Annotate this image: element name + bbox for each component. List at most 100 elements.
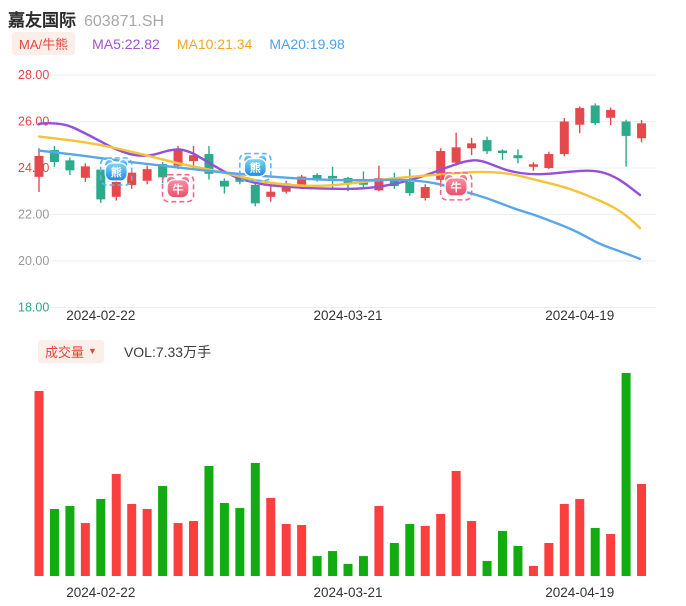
stock-code: 603871.SH bbox=[84, 13, 165, 30]
volume-bar[interactable] bbox=[96, 498, 106, 576]
ma20-value: MA20:19.98 bbox=[269, 35, 345, 52]
candle[interactable] bbox=[451, 132, 461, 166]
volume-bar[interactable] bbox=[80, 523, 90, 576]
volume-bar[interactable] bbox=[575, 498, 585, 576]
marker-frame bbox=[439, 172, 473, 201]
volume-bar[interactable] bbox=[528, 565, 538, 576]
volume-bar[interactable] bbox=[374, 505, 384, 576]
candle-body bbox=[250, 184, 260, 204]
volume-bar[interactable] bbox=[189, 521, 198, 576]
volume-badge-label: 成交量 bbox=[45, 345, 85, 360]
volume-bar[interactable] bbox=[266, 497, 276, 576]
candle[interactable] bbox=[590, 103, 600, 125]
candle[interactable] bbox=[250, 183, 260, 207]
candle[interactable] bbox=[498, 149, 507, 160]
volume-bar[interactable] bbox=[328, 551, 338, 576]
candle[interactable] bbox=[513, 149, 523, 164]
volume-bar[interactable] bbox=[513, 546, 523, 576]
price-axis-label: 28.00 bbox=[18, 68, 49, 82]
candle-body bbox=[544, 154, 554, 168]
candle-body bbox=[219, 180, 229, 187]
candle[interactable] bbox=[575, 106, 585, 134]
volume-bar[interactable] bbox=[49, 508, 59, 576]
candle-body bbox=[158, 164, 168, 178]
candle[interactable] bbox=[96, 166, 106, 203]
candle-body bbox=[498, 150, 507, 154]
candle[interactable] bbox=[621, 119, 631, 167]
candle-body bbox=[420, 187, 430, 198]
volume-bar[interactable] bbox=[281, 524, 291, 576]
volume-bar[interactable] bbox=[343, 563, 353, 576]
bull-marker-icon: 牛 bbox=[439, 172, 473, 201]
candle[interactable] bbox=[65, 157, 75, 175]
volume-bar[interactable] bbox=[482, 560, 492, 576]
ma20-line bbox=[37, 149, 642, 261]
candle[interactable] bbox=[559, 118, 569, 157]
volume-bar[interactable] bbox=[250, 462, 260, 576]
candle[interactable] bbox=[49, 145, 59, 167]
volume-bar[interactable] bbox=[312, 556, 322, 576]
volume-bar[interactable] bbox=[297, 525, 307, 576]
volume-bar[interactable] bbox=[590, 527, 600, 576]
volume-bar[interactable] bbox=[235, 507, 245, 576]
price-date-label: 2024-04-19 bbox=[545, 308, 614, 323]
candle-body bbox=[374, 178, 384, 191]
marker-char: 牛 bbox=[451, 180, 462, 194]
dropdown-arrow-icon: ▼ bbox=[88, 346, 97, 356]
candle[interactable] bbox=[637, 120, 647, 143]
candle[interactable] bbox=[142, 165, 152, 185]
candle[interactable] bbox=[266, 184, 276, 202]
volume-bar[interactable] bbox=[498, 530, 507, 576]
bear-marker-icon: 熊 bbox=[239, 152, 272, 182]
candle[interactable] bbox=[544, 151, 554, 170]
candle-body bbox=[559, 121, 569, 155]
volume-bar[interactable] bbox=[606, 533, 616, 576]
candle[interactable] bbox=[34, 148, 44, 192]
volume-bar[interactable] bbox=[219, 502, 229, 576]
volume-bar[interactable] bbox=[559, 503, 569, 576]
candle-body bbox=[606, 109, 616, 118]
marker-head bbox=[243, 157, 267, 178]
volume-bar[interactable] bbox=[436, 514, 446, 576]
volume-bar[interactable] bbox=[451, 470, 461, 576]
volume-bar[interactable] bbox=[544, 542, 554, 576]
volume-bar[interactable] bbox=[467, 521, 477, 576]
candle[interactable] bbox=[528, 162, 538, 171]
candle[interactable] bbox=[482, 136, 492, 155]
price-axis-label: 20.00 bbox=[18, 254, 49, 268]
candle[interactable] bbox=[219, 178, 229, 194]
bear-marker-icon: 熊 bbox=[99, 157, 133, 186]
vol-current-value: VOL:7.33万手 bbox=[123, 343, 212, 360]
volume-bar[interactable] bbox=[358, 556, 368, 576]
volume-bar[interactable] bbox=[111, 473, 121, 576]
volume-indicator-badge[interactable]: 成交量 ▼ bbox=[38, 340, 104, 363]
volume-bar[interactable] bbox=[405, 524, 415, 576]
volume-bar[interactable] bbox=[204, 465, 214, 576]
candle[interactable] bbox=[111, 178, 121, 201]
ma-indicator-badge[interactable]: MA/牛熊 bbox=[12, 32, 76, 55]
candle-body bbox=[590, 105, 600, 124]
volume-bar[interactable] bbox=[65, 505, 75, 576]
candle-body bbox=[96, 169, 106, 200]
volume-bar[interactable] bbox=[621, 372, 631, 576]
volume-bar[interactable] bbox=[173, 523, 183, 576]
marker-char: 熊 bbox=[250, 161, 261, 175]
candle[interactable] bbox=[606, 107, 616, 125]
volume-bar[interactable] bbox=[389, 542, 399, 576]
price-axis-label: 26.00 bbox=[18, 115, 49, 129]
volume-bar[interactable] bbox=[127, 503, 137, 576]
candle[interactable] bbox=[80, 163, 90, 182]
volume-bar[interactable] bbox=[420, 525, 430, 576]
volume-bar[interactable] bbox=[158, 486, 168, 576]
candle[interactable] bbox=[405, 169, 415, 196]
candle[interactable] bbox=[420, 184, 430, 201]
candle-body bbox=[80, 166, 90, 178]
candle-body bbox=[528, 164, 538, 167]
candle[interactable] bbox=[467, 137, 477, 156]
volume-bar[interactable] bbox=[637, 484, 647, 576]
candle-body bbox=[482, 140, 492, 152]
volume-bar[interactable] bbox=[34, 391, 44, 576]
volume-bar[interactable] bbox=[142, 508, 152, 576]
